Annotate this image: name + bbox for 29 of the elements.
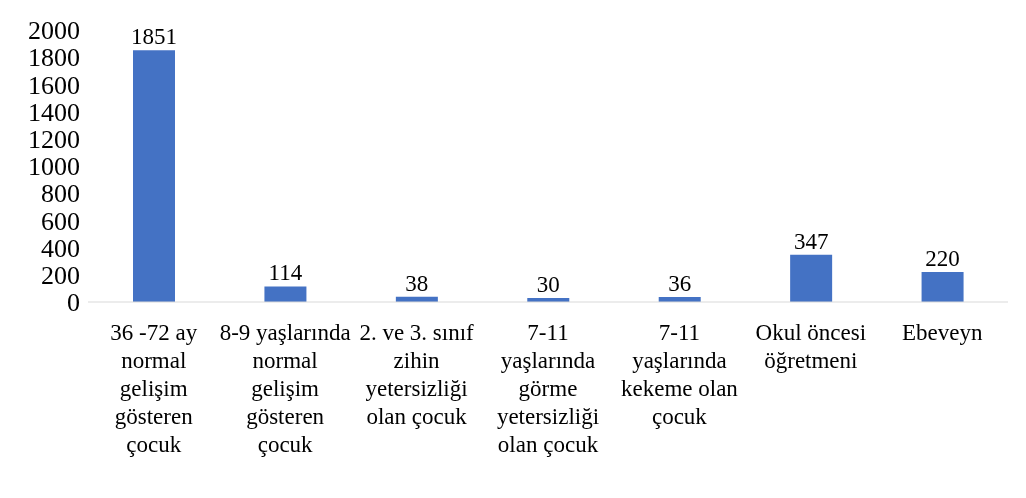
x-tick-label: Okul öncesi öğretmeni bbox=[755, 320, 867, 373]
data-label: 114 bbox=[268, 260, 303, 286]
y-tick-label: 0 bbox=[67, 288, 80, 318]
y-tick-label: 800 bbox=[41, 179, 80, 209]
y-tick-label: 200 bbox=[41, 261, 80, 291]
bar bbox=[921, 272, 964, 302]
y-tick-label: 2000 bbox=[28, 16, 80, 46]
y-tick-label: 600 bbox=[41, 206, 80, 236]
y-tick-label: 400 bbox=[41, 233, 80, 263]
y-tick-label: 1400 bbox=[28, 97, 80, 127]
data-label: 220 bbox=[925, 246, 960, 272]
y-tick-label: 1200 bbox=[28, 125, 80, 155]
x-tick-label: Ebeveyn bbox=[902, 320, 984, 345]
data-label: 30 bbox=[536, 271, 560, 297]
x-tick-label: 2. ve 3. sınıf zihin yetersizliği olan çocuk bbox=[359, 320, 475, 429]
y-tick-label: 1800 bbox=[28, 43, 80, 73]
bar bbox=[790, 254, 833, 302]
data-label: 38 bbox=[405, 270, 429, 296]
data-label: 36 bbox=[668, 271, 692, 297]
x-tick-label: 8-9 yaşlarında normal gelişim gösteren çocuk bbox=[219, 320, 351, 457]
y-tick-label: 1600 bbox=[28, 70, 80, 100]
data-label: 1851 bbox=[131, 24, 177, 50]
x-tick-label: 36 -72 ay normal gelişim gösteren çocuk bbox=[110, 320, 198, 457]
x-tick-label: 7-11 yaşlarında görme yetersizliği olan çocuk bbox=[496, 320, 600, 457]
data-label: 347 bbox=[793, 228, 829, 254]
bar bbox=[264, 286, 307, 302]
x-tick-label: 7-11 yaşlarında kekeme olan çocuk bbox=[620, 320, 739, 429]
y-tick-label: 1000 bbox=[28, 152, 80, 182]
bar bbox=[133, 50, 175, 302]
